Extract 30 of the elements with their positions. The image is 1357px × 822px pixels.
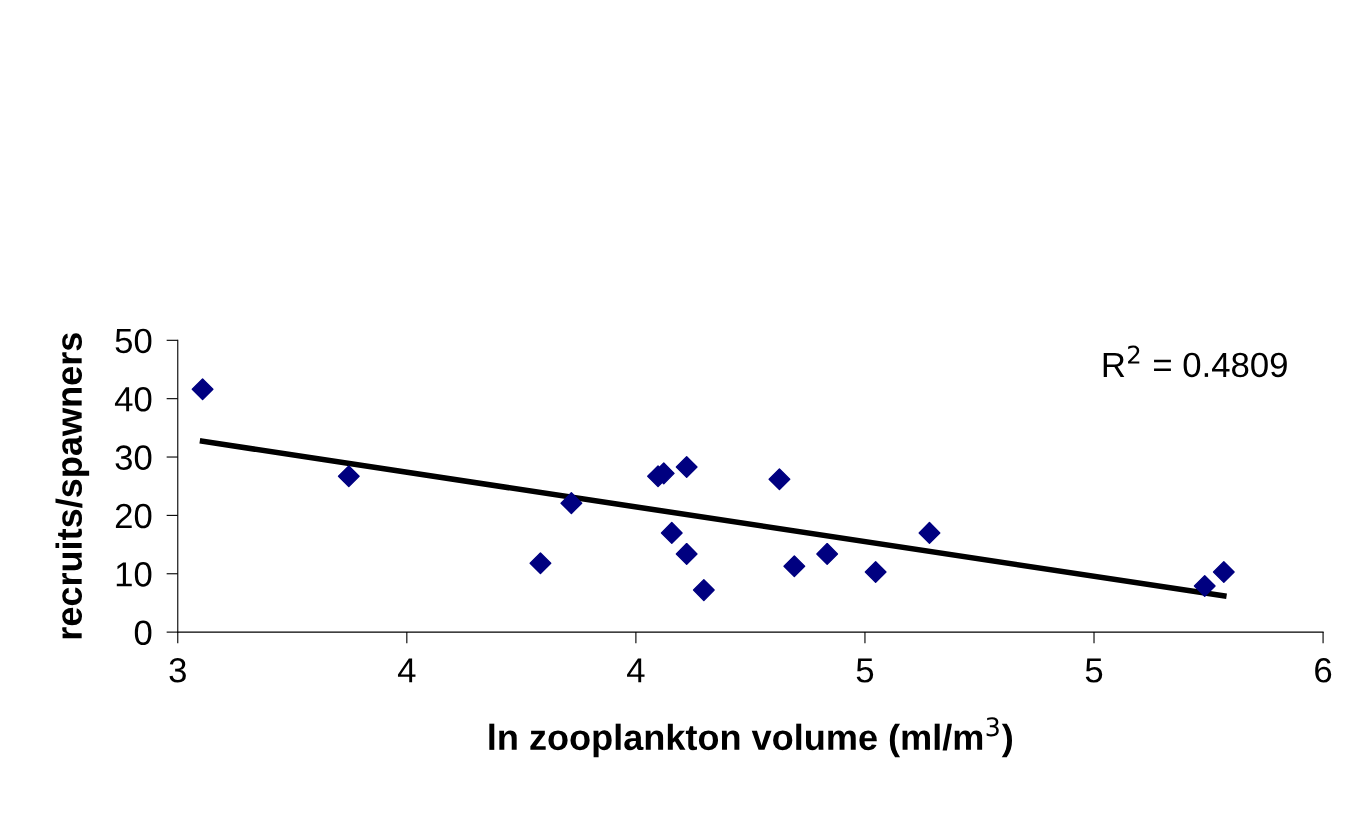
point	[675, 542, 698, 565]
y-tick-label: 40	[114, 387, 152, 412]
y-axis-title: recruits/spawners	[55, 333, 90, 639]
y-tick-label: 30	[115, 445, 152, 470]
x-tick-label: 4	[397, 658, 416, 683]
point	[1193, 575, 1216, 598]
point	[864, 561, 887, 584]
x-tick-label: 5	[856, 658, 874, 683]
point	[783, 555, 806, 578]
x-tick-label: 3	[169, 658, 186, 683]
point	[918, 521, 941, 544]
point	[560, 492, 583, 515]
x-tick-label: 5	[1085, 658, 1103, 683]
y-tick-label: 50	[115, 328, 152, 354]
point	[675, 455, 698, 478]
x-tick-label: 6	[1315, 658, 1332, 683]
x-tick-label: 4	[627, 658, 645, 683]
x-axis-title: ln zooplankton volume (ml/m$^{3}$)	[489, 717, 1013, 758]
point	[529, 552, 552, 575]
y-tick-label: 10	[116, 562, 152, 587]
point	[660, 521, 683, 544]
y-tick-label: 0	[134, 620, 152, 646]
point	[337, 465, 360, 488]
point	[692, 579, 715, 602]
point	[1212, 561, 1235, 584]
point	[191, 378, 214, 401]
y-tick-label: 20	[115, 503, 152, 529]
point	[768, 468, 791, 491]
annotation: R$^{2}$ = 0.4809	[1103, 345, 1287, 378]
point	[816, 542, 839, 565]
